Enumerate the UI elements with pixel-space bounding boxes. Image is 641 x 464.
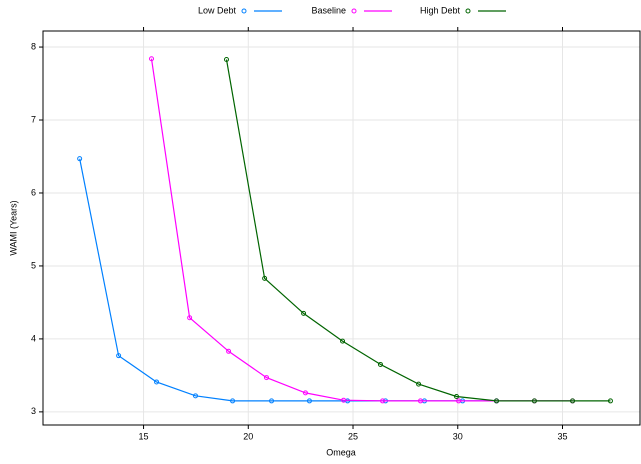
y-tick-label: 8 bbox=[31, 41, 36, 51]
data-point bbox=[77, 156, 83, 162]
data-point bbox=[607, 398, 613, 404]
x-axis-title: Omega bbox=[326, 447, 356, 457]
y-tick-label: 7 bbox=[31, 114, 36, 124]
legend-label: High Debt bbox=[420, 5, 461, 15]
legend-point bbox=[241, 8, 247, 14]
x-tick-label: 30 bbox=[453, 431, 463, 441]
data-point bbox=[262, 275, 268, 281]
series-line bbox=[79, 158, 497, 402]
data-point bbox=[494, 398, 500, 404]
data-point bbox=[306, 398, 312, 404]
y-tick-label: 3 bbox=[31, 406, 36, 416]
data-point bbox=[380, 398, 386, 404]
data-point bbox=[192, 393, 198, 399]
data-point bbox=[149, 56, 155, 62]
data-point bbox=[264, 375, 270, 381]
x-tick-label: 25 bbox=[348, 431, 358, 441]
legend: Low Debt Baseline High Debt bbox=[198, 5, 506, 15]
data-point bbox=[302, 390, 308, 396]
y-axis-title: WAMI (Years) bbox=[8, 200, 18, 255]
data-point bbox=[301, 310, 307, 316]
legend-label: Low Debt bbox=[198, 5, 237, 15]
data-point bbox=[456, 398, 462, 404]
data-point bbox=[226, 348, 232, 354]
legend-point bbox=[351, 8, 357, 14]
series-line bbox=[150, 58, 573, 402]
data-point bbox=[570, 398, 576, 404]
legend-point bbox=[465, 8, 471, 14]
data-point bbox=[417, 398, 423, 404]
y-tick-label: 5 bbox=[31, 260, 36, 270]
plot-frame bbox=[42, 30, 641, 426]
y-tick-label: 4 bbox=[31, 333, 36, 343]
data-point bbox=[416, 381, 422, 387]
data-point bbox=[116, 353, 122, 359]
data-point bbox=[340, 338, 346, 344]
x-tick-label: 20 bbox=[243, 431, 253, 441]
data-point bbox=[154, 379, 160, 385]
data-point bbox=[223, 56, 229, 62]
x-tick-label: 15 bbox=[139, 431, 149, 441]
data-point bbox=[230, 398, 236, 404]
data-point bbox=[341, 397, 347, 403]
data-point bbox=[531, 398, 537, 404]
data-point bbox=[454, 394, 460, 400]
y-tick-label: 6 bbox=[31, 187, 36, 197]
legend-label: Baseline bbox=[311, 5, 346, 15]
data-point bbox=[377, 361, 383, 367]
series-line bbox=[225, 59, 611, 402]
data-point bbox=[269, 398, 275, 404]
x-tick-label: 35 bbox=[557, 431, 567, 441]
data-point bbox=[187, 315, 193, 321]
